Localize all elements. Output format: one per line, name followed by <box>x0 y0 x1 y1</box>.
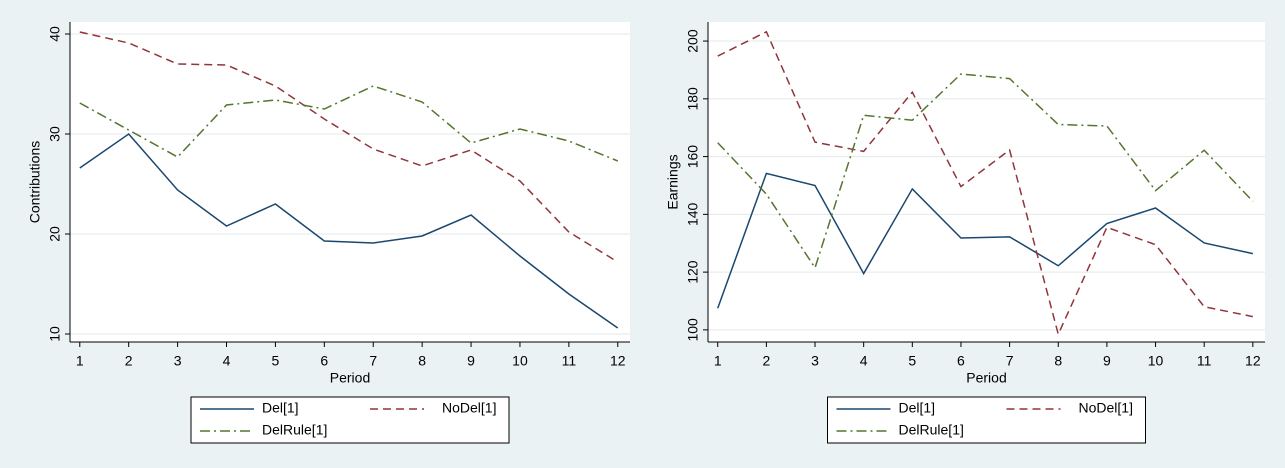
series-line <box>79 85 619 162</box>
y-axis-label: Earnings <box>665 154 681 209</box>
legend-label: NoDel[1] <box>442 400 496 416</box>
plot-area <box>70 22 630 342</box>
y-tick-label: 100 <box>685 318 701 342</box>
x-tick-label: 4 <box>860 353 868 369</box>
x-tick-label: 6 <box>957 353 965 369</box>
y-tick-label: 160 <box>685 145 701 169</box>
x-tick-label: 6 <box>320 353 328 369</box>
legend-label: NoDel[1] <box>1079 400 1133 416</box>
x-tick-label: 1 <box>76 353 84 369</box>
x-tick-label: 9 <box>467 353 475 369</box>
x-tick-label: 4 <box>223 353 231 369</box>
legend-box <box>190 396 510 444</box>
y-tick-label: 200 <box>685 29 701 53</box>
y-tick-label: 180 <box>685 87 701 111</box>
series-line <box>717 73 1254 270</box>
plot-area <box>708 22 1265 342</box>
y-tick-label: 20 <box>47 226 63 242</box>
series-line <box>717 172 1254 309</box>
x-tick-label: 7 <box>369 353 377 369</box>
x-axis-label: Period <box>330 370 370 386</box>
y-tick-label: 30 <box>47 126 63 142</box>
x-tick-label: 11 <box>562 353 577 369</box>
legend-label: Del[1] <box>262 400 299 416</box>
y-tick-label: 120 <box>685 260 701 284</box>
legend-label: DelRule[1] <box>899 422 964 438</box>
legend-box <box>827 396 1146 444</box>
y-tick-label: 140 <box>685 202 701 226</box>
x-tick-label: 12 <box>1245 353 1261 369</box>
x-tick-label: 10 <box>512 353 528 369</box>
x-tick-label: 1 <box>714 353 722 369</box>
legend-label: Del[1] <box>899 400 936 416</box>
x-tick-label: 2 <box>762 353 770 369</box>
y-axis-label: Contributions <box>27 141 43 224</box>
x-tick-label: 7 <box>1006 353 1014 369</box>
x-tick-label: 3 <box>811 353 819 369</box>
series-line <box>79 133 619 329</box>
series-line <box>79 31 619 263</box>
x-tick-label: 3 <box>174 353 182 369</box>
x-tick-label: 10 <box>1148 353 1164 369</box>
x-tick-label: 5 <box>272 353 280 369</box>
x-tick-label: 11 <box>1197 353 1212 369</box>
x-axis-label: Period <box>966 370 1006 386</box>
y-tick-label: 10 <box>47 326 63 342</box>
x-tick-label: 8 <box>418 353 426 369</box>
x-tick-label: 12 <box>610 353 626 369</box>
x-tick-label: 9 <box>1103 353 1111 369</box>
legend-label: DelRule[1] <box>262 422 327 438</box>
x-tick-label: 2 <box>125 353 133 369</box>
y-tick-label: 40 <box>47 26 63 42</box>
x-tick-label: 5 <box>908 353 916 369</box>
x-tick-label: 8 <box>1054 353 1062 369</box>
